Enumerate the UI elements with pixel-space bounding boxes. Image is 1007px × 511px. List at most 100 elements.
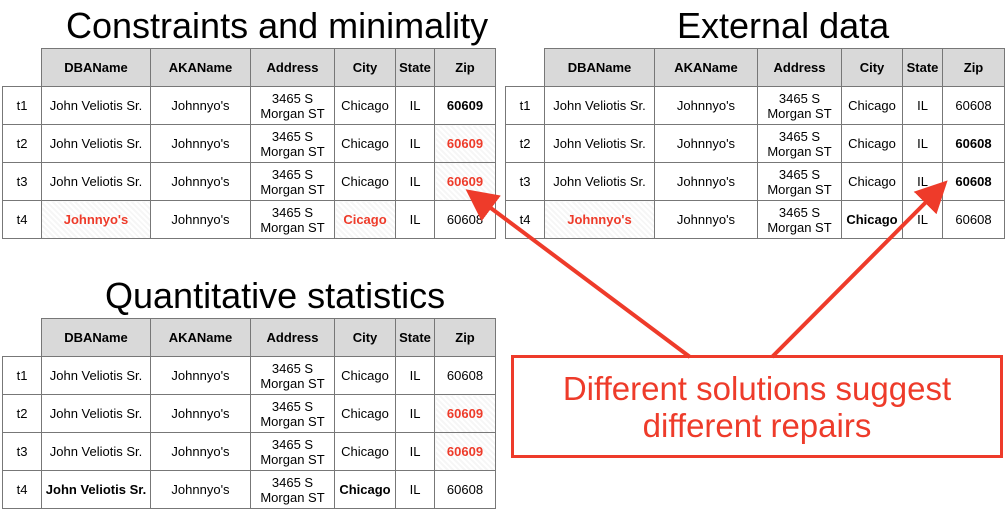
header-address: Address: [250, 318, 335, 357]
address-line2: Morgan ST: [260, 451, 325, 467]
cell-akaname: Johnnyo's: [150, 162, 251, 201]
row-id: t4: [2, 470, 42, 509]
table-row: t1 John Veliotis Sr. Johnnyo's 3465 S Mor…: [505, 86, 1005, 125]
header-akaname: AKAName: [150, 318, 251, 357]
cell-address: 3465 S Morgan ST: [250, 86, 335, 125]
header-zip: Zip: [434, 318, 496, 357]
table-row: t4 John Veliotis Sr. Johnnyo's 3465 S Mor…: [2, 470, 496, 509]
address-line2: Morgan ST: [260, 181, 325, 197]
header-zip: Zip: [434, 48, 496, 87]
address-line1: 3465 S: [271, 90, 314, 106]
header-row: DBAName AKAName Address City State Zip: [505, 48, 1005, 87]
cell-state: IL: [395, 432, 435, 471]
header-address: Address: [250, 48, 335, 87]
cell-zip-error: 60609: [434, 124, 496, 163]
cell-state: IL: [395, 124, 435, 163]
row-id: t1: [505, 86, 545, 125]
header-akaname: AKAName: [654, 48, 758, 87]
header-blank: [2, 48, 42, 87]
cell-akaname: Johnnyo's: [150, 124, 251, 163]
cell-akaname: Johnnyo's: [150, 200, 251, 239]
constraints-title: Constraints and minimality: [66, 5, 489, 46]
row-id: t3: [2, 432, 42, 471]
cell-city: Chicago: [334, 394, 396, 433]
address-line1: 3465 S: [271, 166, 314, 182]
cell-zip-error: 60609: [434, 394, 496, 433]
address-line2: Morgan ST: [260, 105, 325, 121]
cell-akaname: Johnnyo's: [150, 394, 251, 433]
cell-city-repaired: Chicago: [841, 200, 903, 239]
cell-address: 3465 S Morgan ST: [250, 124, 335, 163]
table-row: t4 Johnnyo's Johnnyo's 3465 S Morgan ST C…: [2, 200, 496, 239]
cell-address: 3465 S Morgan ST: [250, 432, 335, 471]
header-city: City: [334, 48, 396, 87]
quantitative-table: DBAName AKAName Address City State Zip t…: [2, 318, 496, 509]
cell-address: 3465 S Morgan ST: [250, 470, 335, 509]
address-line1: 3465 S: [271, 436, 314, 452]
header-row: DBAName AKAName Address City State Zip: [2, 48, 496, 87]
cell-state: IL: [395, 200, 435, 239]
header-state: State: [902, 48, 943, 87]
table-row: t2 John Veliotis Sr. Johnnyo's 3465 S Mor…: [2, 394, 496, 433]
external-title: External data: [677, 5, 890, 46]
address-line2: Morgan ST: [260, 143, 325, 159]
cell-zip: 60609: [434, 86, 496, 125]
cell-address: 3465 S Morgan ST: [250, 394, 335, 433]
cell-city: Chicago: [334, 86, 396, 125]
header-city: City: [334, 318, 396, 357]
cell-state: IL: [395, 356, 435, 395]
cell-city: Chicago: [334, 124, 396, 163]
cell-dbaname-repaired: John Veliotis Sr.: [41, 470, 151, 509]
constraints-table: DBAName AKAName Address City State Zip t…: [2, 48, 496, 239]
cell-dbaname: John Veliotis Sr.: [544, 86, 655, 125]
cell-zip-repaired: 60608: [942, 124, 1005, 163]
address-line1: 3465 S: [271, 474, 314, 490]
cell-dbaname: John Veliotis Sr.: [41, 394, 151, 433]
cell-zip-repaired: 60608: [942, 162, 1005, 201]
address-line1: 3465 S: [778, 204, 821, 220]
cell-dbaname: John Veliotis Sr.: [544, 124, 655, 163]
address-line1: 3465 S: [271, 398, 314, 414]
cell-city: Chicago: [334, 432, 396, 471]
cell-city: Chicago: [334, 356, 396, 395]
external-table: DBAName AKAName Address City State Zip t…: [505, 48, 1005, 239]
arrow-to-external: [770, 180, 948, 359]
table-row: t1 John Veliotis Sr. Johnnyo's 3465 S Mor…: [2, 86, 496, 125]
cell-akaname: Johnnyo's: [654, 86, 758, 125]
address-line2: Morgan ST: [767, 181, 832, 197]
address-line2: Morgan ST: [260, 375, 325, 391]
cell-city-error: Cicago: [334, 200, 396, 239]
cell-zip: 60608: [942, 86, 1005, 125]
cell-zip: 60608: [942, 200, 1005, 239]
address-line1: 3465 S: [271, 128, 314, 144]
address-line1: 3465 S: [778, 128, 821, 144]
arrow-to-constraints: [465, 189, 692, 359]
cell-city: Chicago: [841, 124, 903, 163]
cell-akaname: Johnnyo's: [150, 86, 251, 125]
cell-dbaname: John Veliotis Sr.: [41, 356, 151, 395]
cell-dbaname: John Veliotis Sr.: [41, 162, 151, 201]
address-line2: Morgan ST: [260, 219, 325, 235]
cell-akaname: Johnnyo's: [150, 470, 251, 509]
constraints-panel: DBAName AKAName Address City State Zip t…: [2, 48, 496, 239]
table-row: t3 John Veliotis Sr. Johnnyo's 3465 S Mor…: [2, 432, 496, 471]
cell-dbaname-error: Johnnyo's: [41, 200, 151, 239]
quantitative-panel: DBAName AKAName Address City State Zip t…: [2, 318, 496, 509]
cell-zip-error: 60609: [434, 432, 496, 471]
row-id: t3: [2, 162, 42, 201]
cell-akaname: Johnnyo's: [150, 432, 251, 471]
table-row: t3 John Veliotis Sr. Johnnyo's 3465 S Mor…: [2, 162, 496, 201]
table-row: t2 John Veliotis Sr. Johnnyo's 3465 S Mor…: [2, 124, 496, 163]
cell-address: 3465 S Morgan ST: [250, 200, 335, 239]
header-akaname: AKAName: [150, 48, 251, 87]
address-line2: Morgan ST: [767, 143, 832, 159]
cell-address: 3465 S Morgan ST: [757, 86, 842, 125]
header-blank: [2, 318, 42, 357]
address-line1: 3465 S: [778, 90, 821, 106]
quantitative-title: Quantitative statistics: [105, 275, 446, 316]
header-dbaname: DBAName: [544, 48, 655, 87]
address-line1: 3465 S: [271, 204, 314, 220]
cell-address: 3465 S Morgan ST: [250, 356, 335, 395]
cell-akaname: Johnnyo's: [654, 124, 758, 163]
